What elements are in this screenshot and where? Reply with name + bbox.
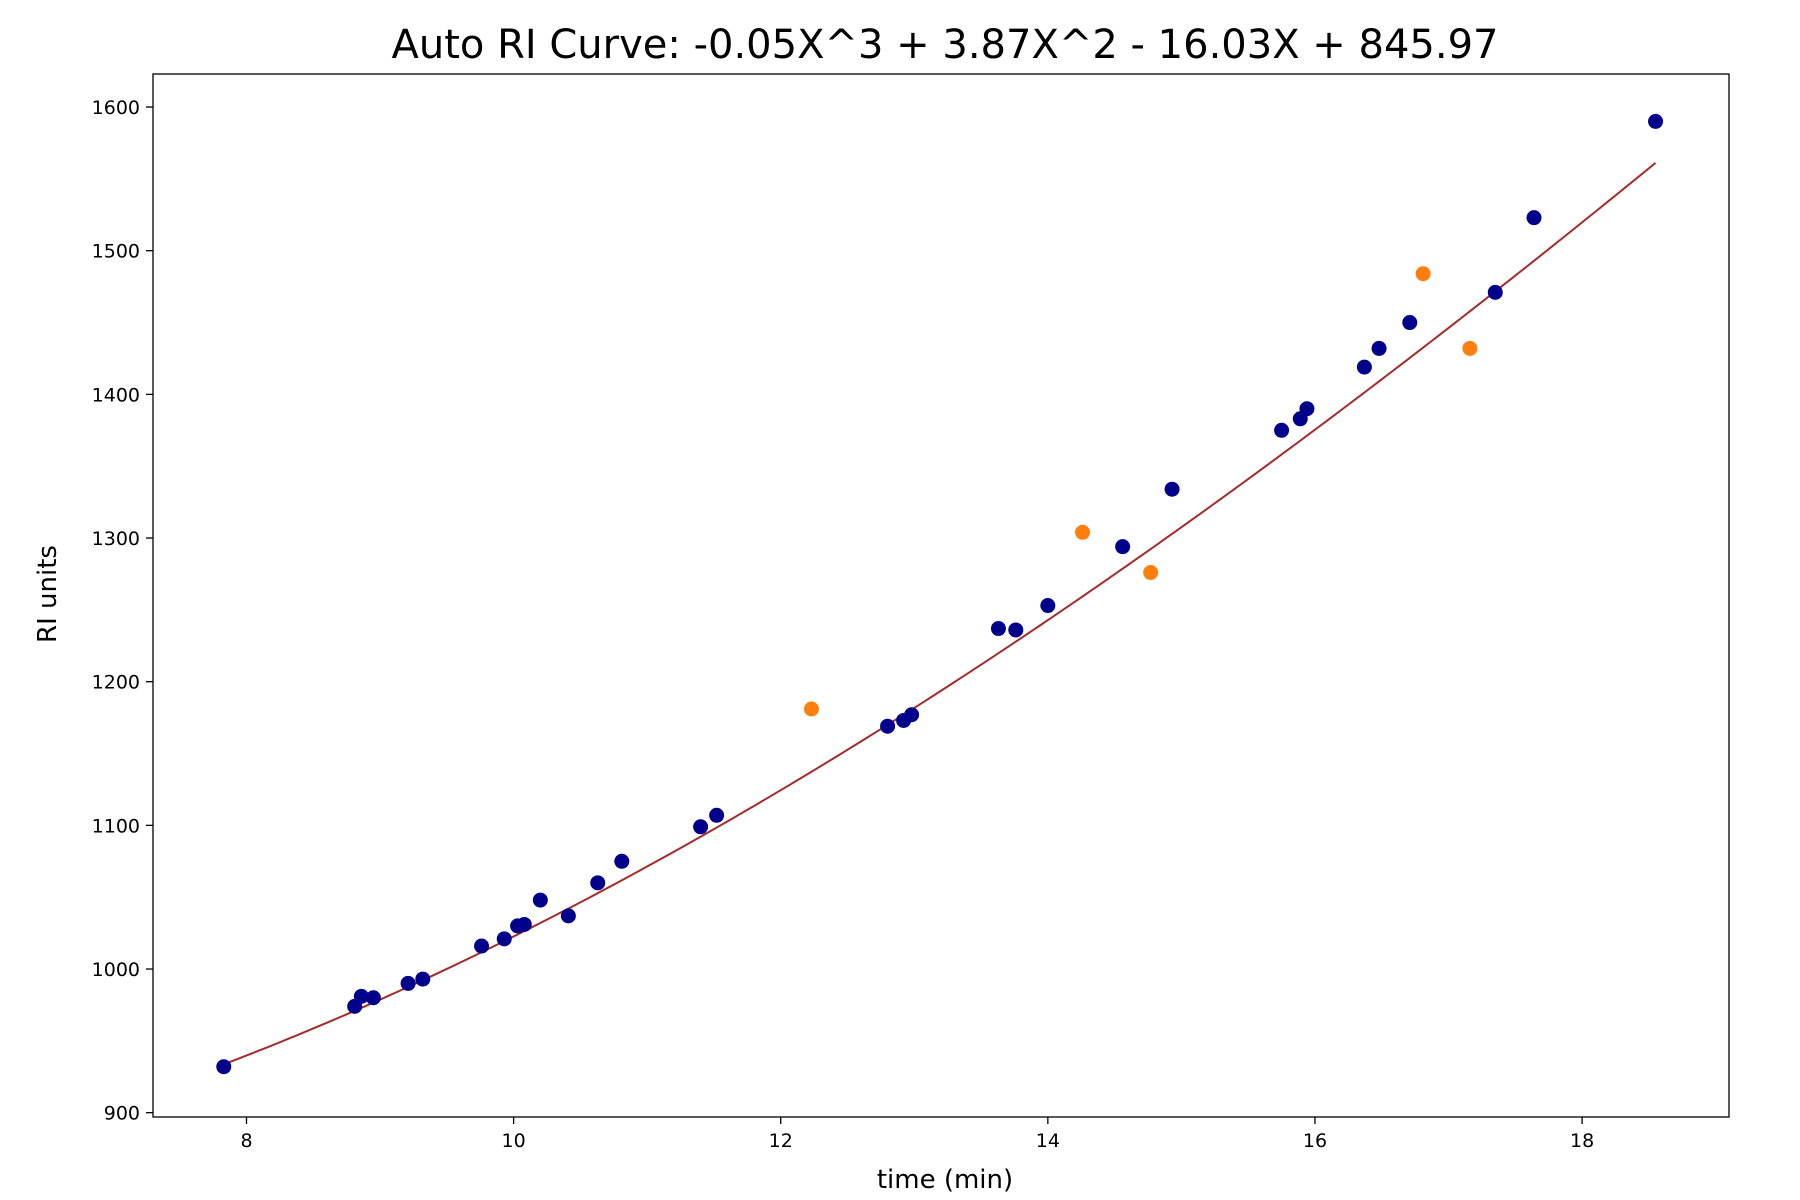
data-point-series-1 (1040, 598, 1056, 614)
data-point-series-1 (709, 807, 725, 823)
data-point-series-1 (1371, 340, 1387, 356)
x-tick-label: 8 (240, 1130, 252, 1152)
y-axis-label: RI units (33, 545, 63, 643)
data-point-series-1 (880, 718, 896, 734)
y-tick-label: 1400 (92, 384, 140, 406)
data-point-series-1 (1164, 481, 1180, 497)
data-point-series-1 (216, 1059, 232, 1075)
data-point-series-1 (365, 990, 381, 1006)
fit-curve-line (223, 162, 1657, 1066)
data-point-series-1 (1526, 210, 1542, 226)
data-point-series-1 (496, 931, 512, 947)
data-point-series-1 (400, 975, 416, 991)
y-tick-label: 1500 (92, 241, 140, 263)
y-tick-label: 1300 (92, 528, 140, 550)
y-tick-label: 1200 (92, 672, 140, 694)
y-tick-label: 1000 (92, 959, 140, 981)
data-point-series-1 (614, 853, 630, 869)
x-axis-label: time (min) (877, 1165, 1013, 1195)
plot-frame (152, 73, 1730, 1118)
data-point-series-1 (1648, 113, 1664, 129)
data-point-series-1 (1008, 622, 1024, 638)
data-point-series-1 (1487, 284, 1503, 300)
data-point-series-1 (1115, 539, 1131, 555)
x-tick-label: 10 (502, 1130, 526, 1152)
data-point-series-1 (1402, 315, 1418, 331)
data-point-series-1 (1356, 359, 1372, 375)
y-tick-label: 1100 (92, 815, 140, 837)
data-point-series-1 (1299, 401, 1315, 417)
y-tick-label: 1600 (92, 97, 140, 119)
x-tick-label: 14 (1036, 1130, 1060, 1152)
data-point-series-1 (516, 916, 532, 932)
x-tick-label: 16 (1303, 1130, 1327, 1152)
data-point-series-1 (904, 707, 920, 723)
x-tick-label: 12 (769, 1130, 793, 1152)
data-point-series-1 (415, 971, 431, 987)
y-tick-label: 900 (104, 1103, 140, 1125)
x-tick-label: 18 (1570, 1130, 1594, 1152)
data-point-series-2 (1462, 340, 1478, 356)
data-point-series-1 (990, 621, 1006, 637)
data-point-series-2 (803, 701, 819, 717)
data-point-series-2 (1143, 565, 1159, 581)
plot-area (216, 113, 1664, 1075)
data-point-series-2 (1415, 266, 1431, 282)
data-point-series-1 (560, 908, 576, 924)
data-point-series-1 (693, 819, 709, 835)
data-point-series-1 (590, 875, 606, 891)
data-point-series-1 (1274, 422, 1290, 438)
axes: 8 10 12 14 16 18 900 1000 1100 1200 1300 1400 1500 16… (92, 73, 1730, 1152)
chart-title: Auto RI Curve: -0.05X^3 + 3.87X^2 - 16.0… (391, 22, 1498, 68)
data-point-series-2 (1075, 524, 1091, 540)
data-point-series-1 (474, 938, 490, 954)
data-point-series-1 (353, 988, 369, 1004)
data-point-series-1 (532, 892, 548, 908)
